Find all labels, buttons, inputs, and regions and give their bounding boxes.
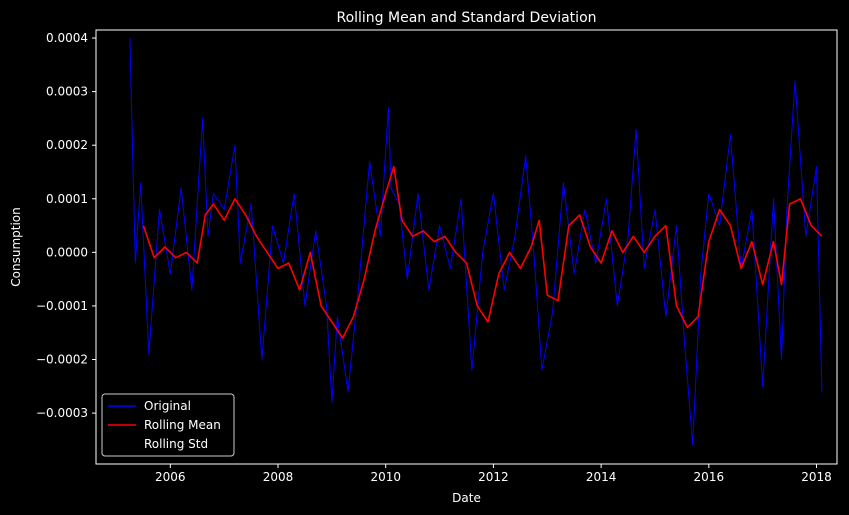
legend-box bbox=[101, 393, 235, 457]
plot-area bbox=[129, 37, 823, 446]
y-axis: 0.0004 0.0003 0.0002 0.0001 0.0000 −0.0001 −0.… bbox=[36, 31, 96, 420]
y-tick-label: −0.0003 bbox=[36, 406, 88, 420]
legend: Original Rolling Mean Rolling Std bbox=[101, 393, 235, 457]
y-tick-label: −0.0002 bbox=[36, 353, 88, 367]
legend-label-rolling-std: Rolling Std bbox=[144, 437, 208, 451]
x-axis-label: Date bbox=[452, 491, 481, 505]
y-tick-label: 0.0003 bbox=[46, 85, 88, 99]
x-tick-label: 2016 bbox=[694, 470, 725, 484]
y-axis-label: Consumption bbox=[9, 207, 23, 286]
legend-label-original: Original bbox=[144, 399, 191, 413]
x-tick-label: 2012 bbox=[478, 470, 509, 484]
x-tick-label: 2014 bbox=[586, 470, 617, 484]
axes-frame bbox=[95, 29, 838, 465]
y-tick-label: 0.0002 bbox=[46, 138, 88, 152]
x-axis: 2006 2008 2010 2012 2014 2016 2018 bbox=[155, 464, 832, 484]
y-tick-label: 0.0001 bbox=[46, 192, 88, 206]
series-line-original bbox=[129, 37, 823, 446]
legend-label-rolling-mean: Rolling Mean bbox=[144, 418, 221, 432]
x-tick-label: 2010 bbox=[370, 470, 401, 484]
y-tick-label: 0.0004 bbox=[46, 31, 88, 45]
chart-title: Rolling Mean and Standard Deviation bbox=[336, 10, 596, 26]
y-tick-label: −0.0001 bbox=[36, 299, 88, 313]
x-tick-label: 2018 bbox=[801, 470, 832, 484]
x-tick-label: 2006 bbox=[155, 470, 186, 484]
y-tick-label: 0.0000 bbox=[46, 245, 88, 259]
x-tick-label: 2008 bbox=[263, 470, 294, 484]
series-line-rolling-mean bbox=[142, 165, 823, 339]
